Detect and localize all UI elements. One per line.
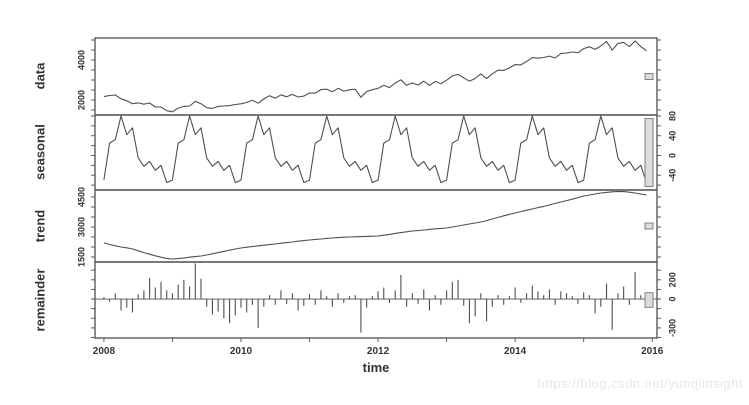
data-series-line <box>103 40 647 113</box>
trend-scale-bar <box>644 222 654 230</box>
y-tick-label: 2000 <box>76 90 86 110</box>
data-scale-bar <box>644 73 654 80</box>
remainder-scale-bar <box>644 292 654 308</box>
panel-box-data <box>94 37 658 116</box>
panel-label-data: data <box>32 62 48 90</box>
y-tick-label: 200 <box>667 272 677 287</box>
watermark-text: https://blog.csdn.net/yunqiinsight <box>537 376 743 391</box>
panel-box-remainder <box>94 261 658 339</box>
x-tick-label: 2012 <box>367 346 390 357</box>
trend-series-line <box>103 190 647 260</box>
y-tick-label: 4500 <box>76 187 86 207</box>
x-tick-label: 2014 <box>504 346 527 357</box>
x-axis-title: time <box>362 360 390 375</box>
panel-label-seasonal: seasonal <box>32 124 48 180</box>
y-tick-label: 80 <box>667 111 677 121</box>
y-tick-label: -300 <box>667 319 677 337</box>
y-tick-label: 3000 <box>76 217 86 237</box>
x-tick-label: 2016 <box>641 346 664 357</box>
seasonal-scale-bar <box>644 118 654 187</box>
y-tick-label: 0 <box>667 153 677 158</box>
y-tick-label: 40 <box>667 131 677 141</box>
x-tick-label: 2008 <box>93 346 116 357</box>
x-tick-label: 2010 <box>230 346 253 357</box>
y-tick-label: -40 <box>667 169 677 182</box>
panel-box-seasonal <box>94 114 658 191</box>
seasonal-series-line <box>103 115 648 184</box>
panel-label-trend: trend <box>32 209 48 243</box>
panel-box-trend <box>94 189 658 263</box>
y-tick-label: 0 <box>667 297 677 302</box>
y-tick-label: 4000 <box>76 50 86 70</box>
panel-label-remainder: remainder <box>32 268 48 332</box>
y-tick-label: 1500 <box>76 247 86 267</box>
